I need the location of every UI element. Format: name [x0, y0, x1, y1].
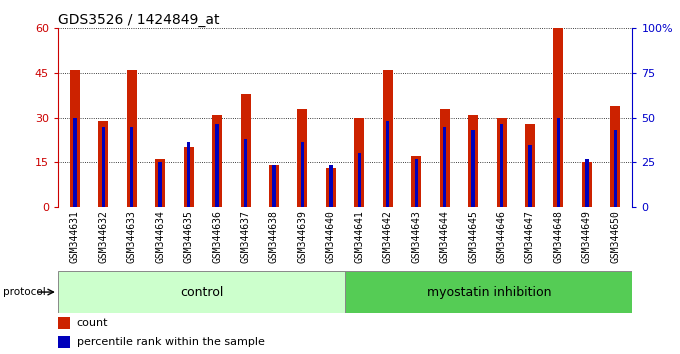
Text: GSM344638: GSM344638 [269, 210, 279, 263]
Bar [443, 127, 446, 207]
Bar [557, 118, 560, 207]
Bar [471, 130, 475, 207]
Text: GSM344637: GSM344637 [241, 210, 250, 263]
Bar [383, 70, 393, 207]
Text: GSM344634: GSM344634 [155, 210, 165, 263]
Text: GSM344643: GSM344643 [411, 210, 421, 263]
Bar [58, 271, 345, 313]
Text: GSM344640: GSM344640 [326, 210, 336, 263]
Bar [585, 159, 589, 207]
Bar [158, 162, 162, 207]
Bar [354, 118, 364, 207]
Bar [345, 271, 632, 313]
Bar [415, 159, 418, 207]
Bar [99, 121, 108, 207]
Text: GSM344650: GSM344650 [611, 210, 620, 263]
Text: GSM344631: GSM344631 [70, 210, 80, 263]
Bar [468, 115, 478, 207]
Text: GSM344642: GSM344642 [383, 210, 393, 263]
Bar [58, 317, 71, 329]
Bar [155, 159, 165, 207]
Text: GSM344648: GSM344648 [554, 210, 564, 263]
Bar [244, 138, 248, 207]
Bar [358, 153, 361, 207]
Bar [613, 130, 617, 207]
Text: GSM344633: GSM344633 [126, 210, 137, 263]
Text: GSM344649: GSM344649 [582, 210, 592, 263]
Bar [212, 115, 222, 207]
Text: percentile rank within the sample: percentile rank within the sample [77, 337, 265, 347]
Bar [500, 124, 503, 207]
Bar [73, 118, 77, 207]
Text: GSM344647: GSM344647 [525, 210, 535, 263]
Bar [241, 94, 250, 207]
Bar [184, 148, 194, 207]
Bar [411, 156, 421, 207]
Text: GSM344635: GSM344635 [184, 210, 194, 263]
Bar [329, 165, 333, 207]
Text: GSM344645: GSM344645 [468, 210, 478, 263]
Bar [496, 118, 507, 207]
Text: GSM344639: GSM344639 [297, 210, 307, 263]
Bar [297, 109, 307, 207]
Text: control: control [180, 286, 223, 298]
Bar [386, 121, 390, 207]
Bar [528, 144, 532, 207]
Text: protocol: protocol [3, 287, 46, 297]
Text: myostatin inhibition: myostatin inhibition [426, 286, 551, 298]
Bar [554, 28, 564, 207]
Bar [611, 106, 620, 207]
Bar [130, 127, 133, 207]
Bar [440, 109, 449, 207]
Text: GSM344646: GSM344646 [496, 210, 507, 263]
Bar [582, 162, 592, 207]
Bar [269, 165, 279, 207]
Text: GSM344636: GSM344636 [212, 210, 222, 263]
Bar [58, 337, 71, 348]
Bar [272, 165, 275, 207]
Text: GSM344641: GSM344641 [354, 210, 364, 263]
Bar [525, 124, 535, 207]
Bar [187, 142, 190, 207]
Bar [70, 70, 80, 207]
Bar [326, 169, 336, 207]
Bar [101, 127, 105, 207]
Text: count: count [77, 318, 108, 328]
Text: GDS3526 / 1424849_at: GDS3526 / 1424849_at [58, 13, 219, 27]
Text: GSM344632: GSM344632 [99, 210, 108, 263]
Text: GSM344644: GSM344644 [440, 210, 449, 263]
Bar [301, 142, 304, 207]
Bar [216, 124, 219, 207]
Bar [126, 70, 137, 207]
